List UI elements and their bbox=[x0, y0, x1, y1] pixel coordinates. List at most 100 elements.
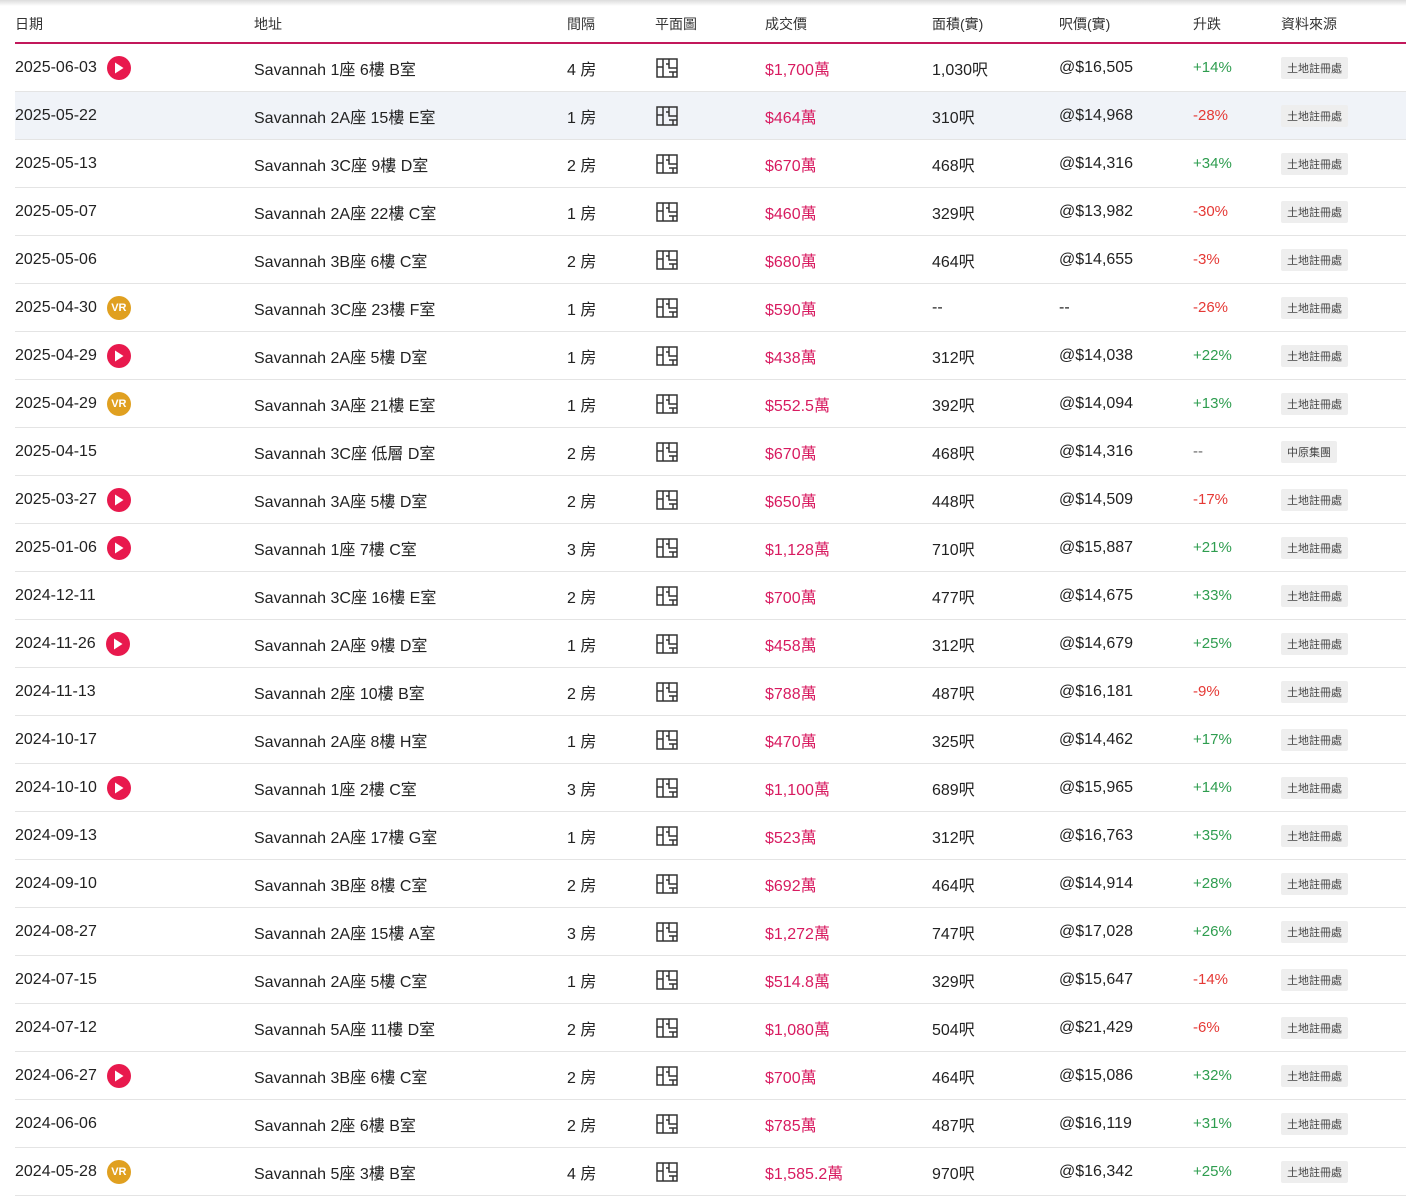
floorplan-cell[interactable] bbox=[655, 908, 679, 955]
header-psf[interactable]: 呎價(實) bbox=[1059, 16, 1111, 32]
table-row[interactable]: 2024-06-27 Savannah 3B座 6樓 C室 2 房 $700萬 … bbox=[15, 1052, 1406, 1100]
floorplan-icon[interactable] bbox=[655, 872, 679, 896]
floorplan-cell[interactable] bbox=[655, 380, 679, 427]
floorplan-icon[interactable] bbox=[655, 584, 679, 608]
table-row[interactable]: 2024-11-13 Savannah 2座 10樓 B室 2 房 $788萬 … bbox=[15, 668, 1406, 716]
floorplan-cell[interactable] bbox=[655, 44, 679, 91]
header-area[interactable]: 面積(實) bbox=[932, 16, 984, 32]
floorplan-cell[interactable] bbox=[655, 524, 679, 571]
floorplan-icon[interactable] bbox=[655, 1112, 679, 1136]
header-change[interactable]: 升跌 bbox=[1193, 16, 1221, 32]
play-icon[interactable] bbox=[105, 631, 130, 656]
vr-icon[interactable]: VR bbox=[106, 295, 131, 320]
play-icon[interactable] bbox=[106, 55, 131, 80]
play-icon[interactable] bbox=[106, 775, 131, 800]
floorplan-cell[interactable] bbox=[655, 236, 679, 283]
address-cell[interactable]: Savannah 5A座 11樓 D室 bbox=[254, 1004, 435, 1051]
floorplan-cell[interactable] bbox=[655, 1100, 679, 1147]
address-text[interactable]: Savannah 1座 2樓 C室 bbox=[254, 781, 417, 799]
floorplan-icon[interactable] bbox=[655, 200, 679, 224]
table-row[interactable]: 2025-04-29 VR Savannah 3A座 21樓 E室 1 房 $5… bbox=[15, 380, 1406, 428]
address-cell[interactable]: Savannah 1座 7樓 C室 bbox=[254, 524, 417, 571]
floorplan-icon[interactable] bbox=[655, 920, 679, 944]
table-row[interactable]: 2025-04-30 VR Savannah 3C座 23樓 F室 1 房 $5… bbox=[15, 284, 1406, 332]
floorplan-cell[interactable] bbox=[655, 860, 679, 907]
address-cell[interactable]: Savannah 1座 6樓 B室 bbox=[254, 44, 416, 91]
vr-icon[interactable]: VR bbox=[106, 1159, 131, 1184]
address-cell[interactable]: Savannah 2A座 5樓 D室 bbox=[254, 332, 427, 379]
address-text[interactable]: Savannah 5座 3樓 B室 bbox=[254, 1165, 416, 1183]
floorplan-cell[interactable] bbox=[655, 716, 679, 763]
address-text[interactable]: Savannah 2座 10樓 B室 bbox=[254, 685, 425, 703]
address-text[interactable]: Savannah 3C座 16樓 E室 bbox=[254, 589, 437, 607]
table-row[interactable]: 2024-09-10 Savannah 3B座 8樓 C室 2 房 $692萬 … bbox=[15, 860, 1406, 908]
table-row[interactable]: 2025-05-07 Savannah 2A座 22樓 C室 1 房 $460萬… bbox=[15, 188, 1406, 236]
address-text[interactable]: Savannah 3A座 21樓 E室 bbox=[254, 397, 436, 415]
address-cell[interactable]: Savannah 3C座 低層 D室 bbox=[254, 428, 435, 475]
address-cell[interactable]: Savannah 2A座 9樓 D室 bbox=[254, 620, 427, 667]
floorplan-cell[interactable] bbox=[655, 92, 679, 139]
floorplan-icon[interactable] bbox=[655, 392, 679, 416]
table-row[interactable]: 2024-08-27 Savannah 2A座 15樓 A室 3 房 $1,27… bbox=[15, 908, 1406, 956]
floorplan-cell[interactable] bbox=[655, 764, 679, 811]
floorplan-cell[interactable] bbox=[655, 188, 679, 235]
address-cell[interactable]: Savannah 5座 3樓 B室 bbox=[254, 1148, 416, 1195]
table-row[interactable]: 2024-10-10 Savannah 1座 2樓 C室 3 房 $1,100萬… bbox=[15, 764, 1406, 812]
address-text[interactable]: Savannah 2A座 5樓 D室 bbox=[254, 349, 428, 367]
address-cell[interactable]: Savannah 3C座 9樓 D室 bbox=[254, 140, 428, 187]
floorplan-icon[interactable] bbox=[655, 776, 679, 800]
floorplan-icon[interactable] bbox=[655, 440, 679, 464]
address-text[interactable]: Savannah 3B座 6樓 C室 bbox=[254, 1069, 428, 1087]
address-text[interactable]: Savannah 3A座 5樓 D室 bbox=[254, 493, 428, 511]
table-row[interactable]: 2024-07-15 Savannah 2A座 5樓 C室 1 房 $514.8… bbox=[15, 956, 1406, 1004]
table-row[interactable]: 2024-12-11 Savannah 3C座 16樓 E室 2 房 $700萬… bbox=[15, 572, 1406, 620]
floorplan-icon[interactable] bbox=[655, 1064, 679, 1088]
floorplan-cell[interactable] bbox=[655, 140, 679, 187]
floorplan-icon[interactable] bbox=[655, 248, 679, 272]
table-row[interactable]: 2025-06-03 Savannah 1座 6樓 B室 4 房 $1,700萬… bbox=[15, 44, 1406, 92]
floorplan-cell[interactable] bbox=[655, 1004, 679, 1051]
table-row[interactable]: 2025-03-27 Savannah 3A座 5樓 D室 2 房 $650萬 … bbox=[15, 476, 1406, 524]
floorplan-icon[interactable] bbox=[655, 680, 679, 704]
address-cell[interactable]: Savannah 2A座 15樓 A室 bbox=[254, 908, 435, 955]
address-text[interactable]: Savannah 2A座 22樓 C室 bbox=[254, 205, 437, 223]
address-text[interactable]: Savannah 3B座 8樓 C室 bbox=[254, 877, 428, 895]
address-cell[interactable]: Savannah 3A座 21樓 E室 bbox=[254, 380, 435, 427]
table-row[interactable]: 2025-04-29 Savannah 2A座 5樓 D室 1 房 $438萬 … bbox=[15, 332, 1406, 380]
address-text[interactable]: Savannah 2A座 17樓 G室 bbox=[254, 829, 438, 847]
play-icon[interactable] bbox=[106, 1063, 131, 1088]
floorplan-cell[interactable] bbox=[655, 668, 679, 715]
address-cell[interactable]: Savannah 2座 6樓 B室 bbox=[254, 1100, 416, 1147]
floorplan-cell[interactable] bbox=[655, 572, 679, 619]
address-text[interactable]: Savannah 1座 6樓 B室 bbox=[254, 61, 416, 79]
floorplan-cell[interactable] bbox=[655, 1052, 679, 1099]
table-row[interactable]: 2025-05-22 Savannah 2A座 15樓 E室 1 房 $464萬… bbox=[15, 92, 1406, 140]
floorplan-icon[interactable] bbox=[655, 56, 679, 80]
floorplan-icon[interactable] bbox=[655, 536, 679, 560]
address-text[interactable]: Savannah 3C座 23樓 F室 bbox=[254, 301, 436, 319]
floorplan-icon[interactable] bbox=[655, 488, 679, 512]
address-text[interactable]: Savannah 1座 7樓 C室 bbox=[254, 541, 417, 559]
play-icon[interactable] bbox=[106, 343, 131, 368]
table-row[interactable]: 2024-10-17 Savannah 2A座 8樓 H室 1 房 $470萬 … bbox=[15, 716, 1406, 764]
floorplan-icon[interactable] bbox=[655, 824, 679, 848]
address-text[interactable]: Savannah 3B座 6樓 C室 bbox=[254, 253, 428, 271]
floorplan-icon[interactable] bbox=[655, 296, 679, 320]
address-text[interactable]: Savannah 2座 6樓 B室 bbox=[254, 1117, 416, 1135]
header-address[interactable]: 地址 bbox=[254, 16, 282, 32]
table-row[interactable]: 2025-04-15 Savannah 3C座 低層 D室 2 房 $670萬 … bbox=[15, 428, 1406, 476]
floorplan-cell[interactable] bbox=[655, 476, 679, 523]
address-cell[interactable]: Savannah 3B座 8樓 C室 bbox=[254, 860, 427, 907]
address-cell[interactable]: Savannah 2A座 8樓 H室 bbox=[254, 716, 427, 763]
floorplan-cell[interactable] bbox=[655, 332, 679, 379]
address-text[interactable]: Savannah 3C座 9樓 D室 bbox=[254, 157, 429, 175]
address-cell[interactable]: Savannah 2A座 17樓 G室 bbox=[254, 812, 437, 859]
table-row[interactable]: 2024-09-13 Savannah 2A座 17樓 G室 1 房 $523萬… bbox=[15, 812, 1406, 860]
header-price[interactable]: 成交價 bbox=[765, 16, 807, 32]
floorplan-icon[interactable] bbox=[655, 344, 679, 368]
table-row[interactable]: 2025-05-13 Savannah 3C座 9樓 D室 2 房 $670萬 … bbox=[15, 140, 1406, 188]
floorplan-cell[interactable] bbox=[655, 620, 679, 667]
address-cell[interactable]: Savannah 2A座 5樓 C室 bbox=[254, 956, 427, 1003]
floorplan-icon[interactable] bbox=[655, 968, 679, 992]
floorplan-icon[interactable] bbox=[655, 1160, 679, 1184]
